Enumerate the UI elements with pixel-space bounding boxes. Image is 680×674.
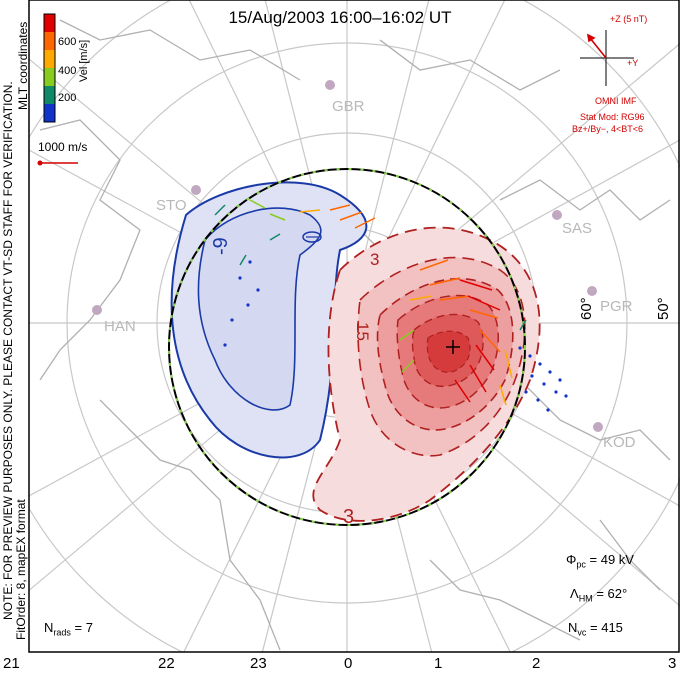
latitude-label-60: 60°	[578, 297, 595, 320]
colorbar-axis-label: Vel [m/s]	[78, 39, 90, 82]
hm-symbol: Λ	[570, 586, 579, 601]
pcp-sub: pc	[576, 559, 586, 570]
hm-value: = 62°	[596, 586, 628, 601]
colorbar-tick-200: 200	[58, 92, 77, 104]
contour-label-3-bottom: 3	[343, 506, 355, 528]
positive-potential-cell	[312, 226, 541, 522]
colorbar-tick-600: 600	[58, 36, 77, 48]
nvc-value: = 415	[590, 620, 623, 635]
station-label-sas: SAS	[562, 220, 593, 237]
nrads-value: = 7	[74, 620, 93, 635]
nrads-symbol: N	[44, 620, 54, 635]
preview-note: NOTE: FOR PREVIEW PURPOSES ONLY. PLEASE …	[1, 81, 15, 620]
mlt-label-0: 0	[344, 655, 353, 672]
pcp-value: = 49 kV	[589, 552, 634, 567]
imf-z-label: +Z (5 nT)	[610, 14, 648, 24]
potential-maximum-marker	[446, 340, 460, 354]
mlt-label-2: 2	[532, 655, 541, 672]
nvc-symbol: N	[568, 620, 578, 635]
imf-model-title: OMNI IMF	[595, 96, 637, 106]
velocity-dots	[223, 260, 568, 412]
cross-polar-potential: Φpc = 49 kV	[566, 552, 634, 570]
velocity-scale-label: 1000 m/s	[38, 140, 88, 154]
station-label-gbr: GBR	[332, 98, 365, 115]
nrads-sub: rads	[53, 627, 71, 638]
radar-count: Nrads = 7	[44, 620, 93, 638]
hm-latitude: ΛHM = 62°	[570, 586, 627, 604]
hm-sub: HM	[578, 593, 593, 604]
station-label-han: HAN	[104, 318, 136, 335]
contour-label-3-top: 3	[370, 250, 380, 269]
contour-label-minus9: -9	[210, 237, 232, 255]
station-label-sto: STO	[156, 197, 187, 214]
mlt-label-3: 3	[668, 655, 677, 672]
velocity-scale-arrow	[37, 160, 78, 166]
latitude-label-50: 50°	[655, 297, 672, 320]
map-frame	[28, 0, 680, 653]
imf-conditions: Bz+/By−, 4<BT<6	[572, 124, 644, 134]
station-label-kod: KOD	[603, 434, 636, 451]
colorbar-tick-400: 400	[58, 65, 77, 77]
coordinates-label: MLT coordinates	[16, 21, 30, 110]
hm-boundary-markers	[168, 168, 526, 526]
pcp-symbol: Φ	[566, 552, 577, 567]
color-bar	[43, 13, 56, 123]
velocity-vectors	[214, 199, 527, 406]
mlt-label-23: 23	[250, 655, 267, 672]
nvc-sub: vc	[577, 627, 587, 638]
mlt-label-21: 21	[3, 655, 20, 672]
mlt-label-22: 22	[158, 655, 175, 672]
vector-count: Nvc = 415	[568, 620, 623, 638]
contour-label-15: 15	[353, 322, 372, 341]
fit-order-note: FitOrder: 8, mapEX format	[14, 499, 28, 640]
station-label-pgr: PGR	[600, 298, 633, 315]
imf-model: Stat Mod: RG96	[580, 112, 645, 122]
mlt-label-1: 1	[434, 655, 443, 672]
station-markers	[92, 80, 603, 432]
imf-vector	[586, 33, 607, 59]
imf-y-label: +Y	[627, 58, 639, 68]
map-title: 15/Aug/2003 16:00–16:02 UT	[228, 8, 452, 27]
